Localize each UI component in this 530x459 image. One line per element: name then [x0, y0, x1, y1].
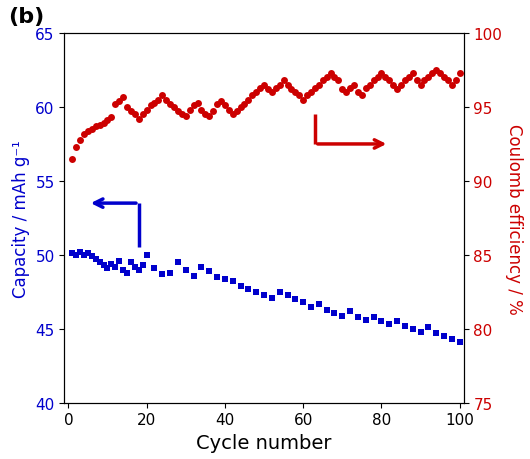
Y-axis label: Capacity / mAh g⁻¹: Capacity / mAh g⁻¹	[12, 140, 30, 297]
X-axis label: Cycle number: Cycle number	[196, 433, 332, 452]
Y-axis label: Coulomb efficiency / %: Coulomb efficiency / %	[505, 123, 523, 313]
Text: (b): (b)	[8, 6, 45, 27]
